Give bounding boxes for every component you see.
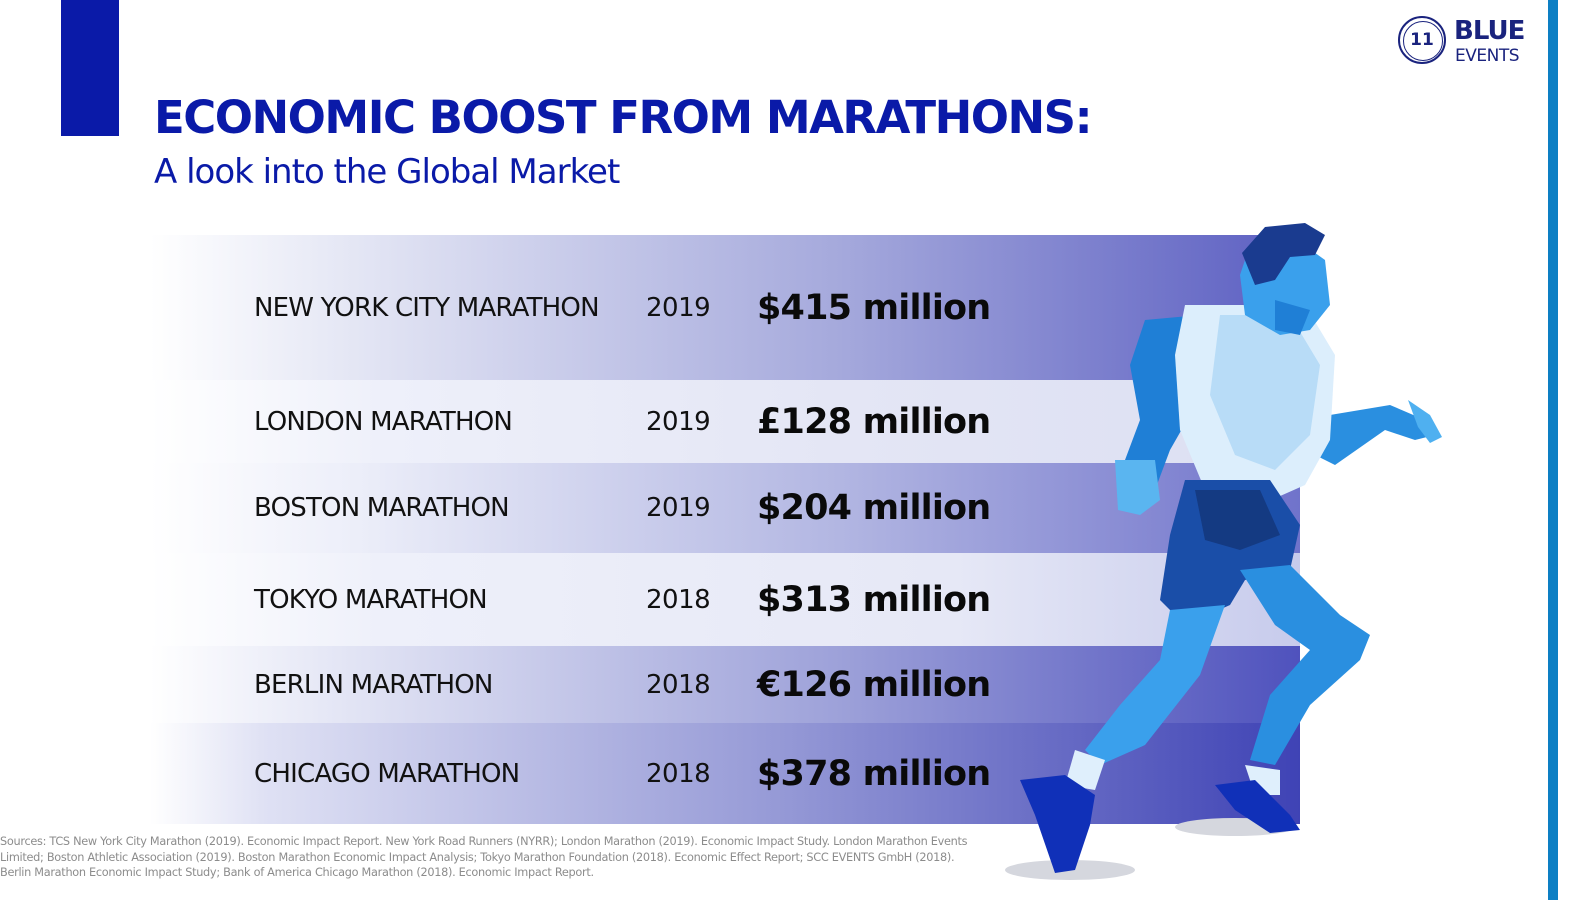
page-title: ECONOMIC BOOST FROM MARATHONS: [154, 91, 1093, 144]
row-band-2 [150, 380, 1300, 463]
marathon-name: CHICAGO MARATHON [254, 758, 520, 789]
marathon-name: BOSTON MARATHON [254, 493, 510, 523]
row-band-4 [150, 553, 1300, 646]
runner-neck [1275, 300, 1310, 335]
runner-front-hand [1408, 400, 1442, 443]
table-row: TOKYO MARATHON 2018 $313 million [150, 553, 1300, 646]
row-band-1 [150, 235, 1300, 380]
marathon-year: 2019 [646, 292, 711, 323]
marathon-impact: $378 million [757, 753, 991, 794]
marathon-year: 2019 [646, 493, 711, 523]
table-row: LONDON MARATHON 2019 £128 million [150, 380, 1300, 463]
runner-shirt-shade [1210, 315, 1320, 470]
runner-hair [1242, 223, 1325, 285]
marathon-impact: €126 million [757, 664, 991, 705]
logo-word-events: EVENTS [1455, 46, 1520, 66]
brand-logo: 11 BLUE EVENTS [1398, 16, 1526, 70]
logo-number: 11 [1410, 30, 1434, 50]
runner-front-shoe [1215, 780, 1300, 833]
marathon-name: TOKYO MARATHON [254, 584, 488, 615]
runner-illustration [1005, 223, 1442, 880]
marathon-impact: $415 million [757, 287, 991, 328]
marathon-year: 2018 [646, 758, 711, 789]
marathon-name: BERLIN MARATHON [254, 669, 493, 700]
runner-shorts-shade [1195, 490, 1280, 550]
logo-word-blue: BLUE [1454, 16, 1525, 46]
runner-back-leg [1085, 605, 1225, 765]
row-band-5 [150, 646, 1300, 723]
sources-footnote: Sources: TCS New York City Marathon (201… [0, 835, 968, 879]
marathon-year: 2018 [646, 584, 711, 615]
marathon-table: NEW YORK CITY MARATHON 2019 $415 million… [150, 235, 1300, 824]
marathon-year: 2019 [646, 406, 711, 437]
marathon-name: NEW YORK CITY MARATHON [254, 292, 600, 323]
table-row: BERLIN MARATHON 2018 €126 million [150, 646, 1300, 723]
accent-bar [61, 0, 119, 136]
marathon-impact: $204 million [757, 488, 991, 528]
logo-badge: 11 [1398, 16, 1446, 64]
marathon-name: LONDON MARATHON [254, 406, 513, 437]
runner-back-sock [1065, 750, 1105, 790]
runner-back-hand [1115, 460, 1160, 515]
table-row: BOSTON MARATHON 2019 $204 million [150, 463, 1300, 553]
marathon-impact: £128 million [757, 401, 991, 442]
row-band-3 [150, 463, 1300, 553]
right-edge-stripe [1548, 0, 1558, 900]
marathon-impact: $313 million [757, 579, 991, 620]
runner-back-shoe [1020, 775, 1095, 873]
marathon-year: 2018 [646, 669, 711, 700]
table-row: CHICAGO MARATHON 2018 $378 million [150, 723, 1300, 824]
runner-front-leg [1240, 565, 1370, 765]
table-row: NEW YORK CITY MARATHON 2019 $415 million [150, 235, 1300, 380]
page-subtitle: A look into the Global Market [154, 152, 620, 192]
